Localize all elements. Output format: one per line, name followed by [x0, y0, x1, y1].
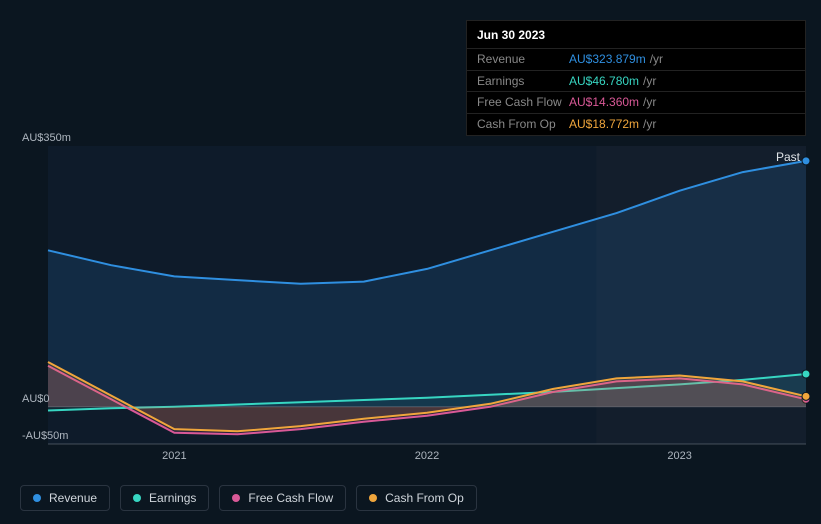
legend-label: Cash From Op [385, 491, 464, 505]
x-axis-tick: 2021 [162, 450, 186, 462]
x-axis-tick: 2022 [415, 450, 439, 462]
legend-item[interactable]: Earnings [120, 485, 209, 511]
legend-dot-icon [369, 494, 377, 502]
legend-dot-icon [232, 494, 240, 502]
y-axis-label: AU$350m [22, 132, 71, 144]
legend-label: Revenue [49, 491, 97, 505]
y-axis-label: -AU$50m [22, 430, 68, 442]
series-marker-cash_from_op [802, 392, 810, 400]
legend-item[interactable]: Revenue [20, 485, 110, 511]
y-axis-label: AU$0 [22, 393, 50, 405]
legend: Revenue Earnings Free Cash Flow Cash From O… [20, 485, 477, 511]
series-marker-earnings [802, 370, 810, 378]
chart-plot[interactable] [0, 0, 821, 524]
legend-dot-icon [33, 494, 41, 502]
legend-dot-icon [133, 494, 141, 502]
chart-root: Jun 30 2023 RevenueAU$323.879m/yrEarning… [0, 0, 821, 524]
legend-item[interactable]: Cash From Op [356, 485, 477, 511]
past-label: Past [776, 150, 800, 164]
legend-label: Earnings [149, 491, 196, 505]
x-axis-tick: 2023 [667, 450, 691, 462]
legend-label: Free Cash Flow [248, 491, 333, 505]
series-marker-revenue [802, 157, 810, 165]
legend-item[interactable]: Free Cash Flow [219, 485, 346, 511]
